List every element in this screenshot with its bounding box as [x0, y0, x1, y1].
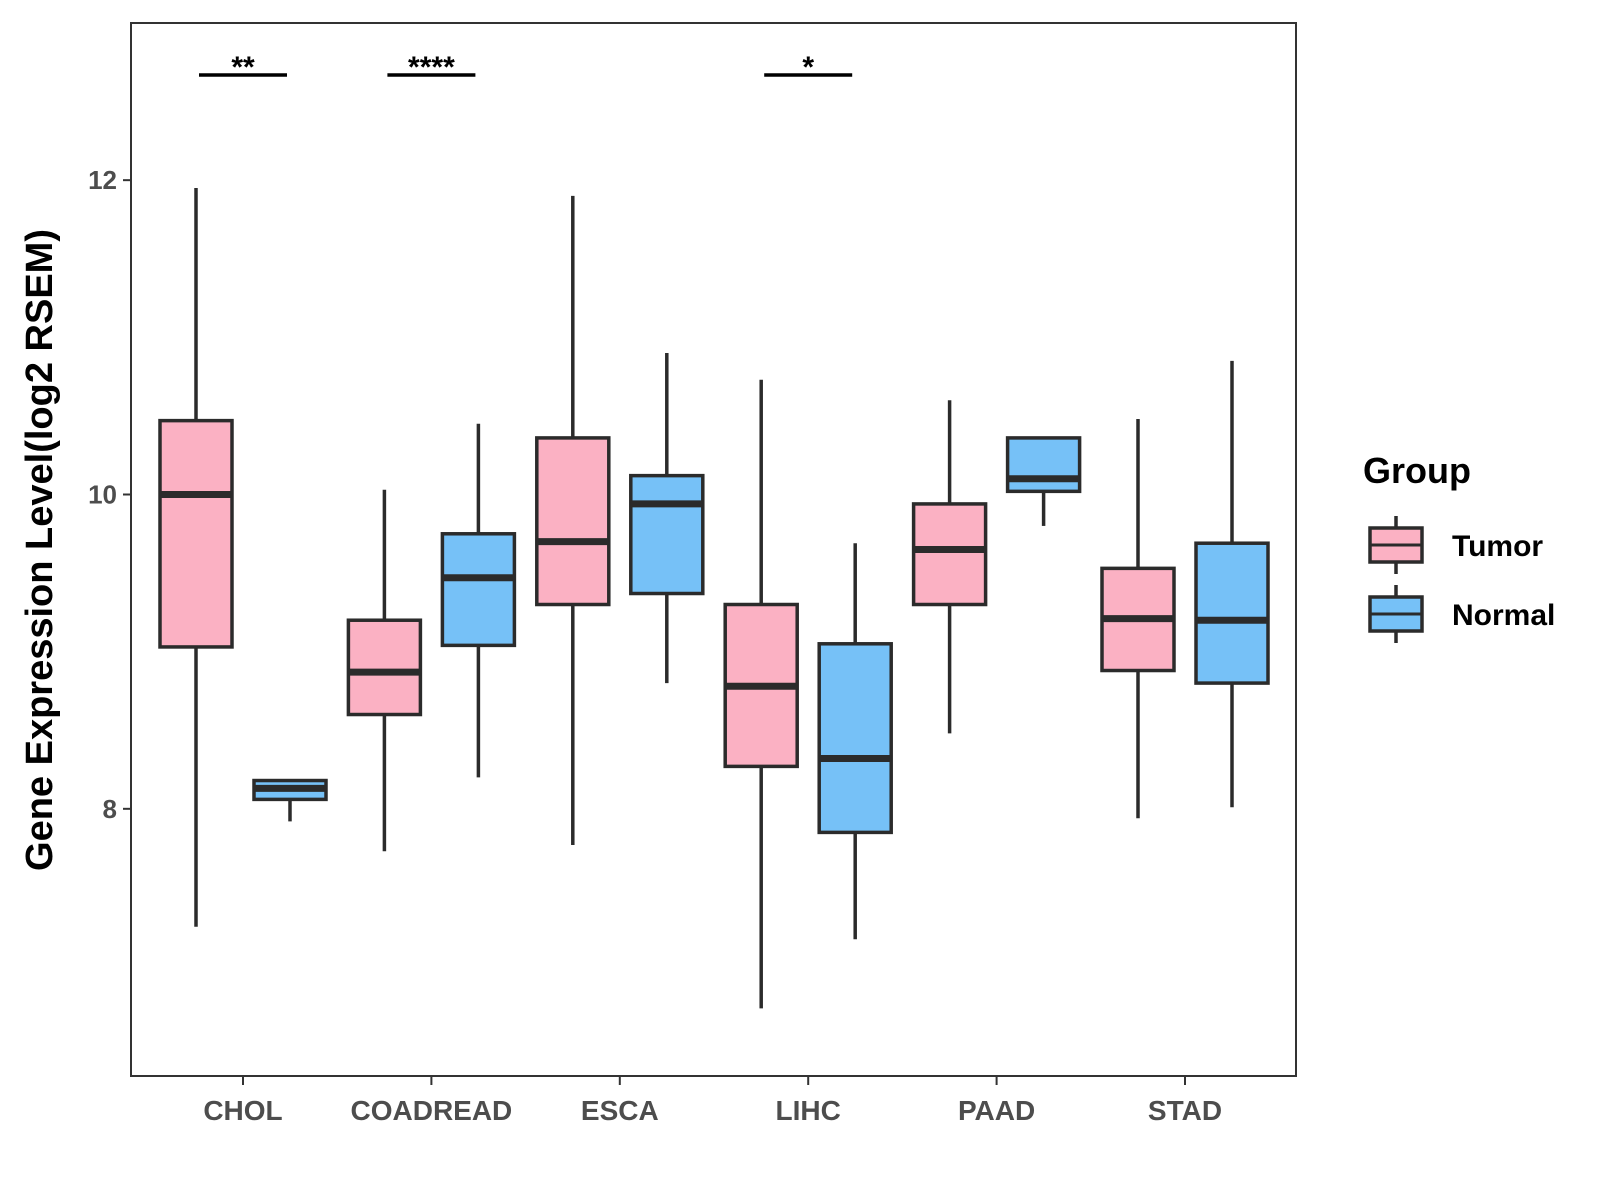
y-axis-ticks: 8 10 12	[88, 165, 131, 824]
box-body	[158, 418, 234, 649]
x-tick-label: CHOL	[203, 1095, 282, 1126]
box-body	[817, 642, 893, 835]
box-tumor-coadread	[346, 489, 423, 852]
box-body	[1194, 541, 1270, 685]
y-tick-label: 8	[103, 794, 117, 824]
box-tumor-chol	[158, 188, 234, 927]
box-normal-stad	[1194, 360, 1270, 808]
legend-entry-label: Normal	[1452, 599, 1555, 632]
box-normal-chol	[252, 778, 328, 822]
significance-label: ****	[408, 51, 455, 84]
legend-title: Group	[1363, 450, 1471, 491]
box-body	[1005, 436, 1082, 494]
box-normal-coadread	[440, 423, 517, 778]
box-body	[346, 618, 423, 717]
legend: Group Tumor Normal	[1363, 450, 1555, 643]
box-tumor-esca	[535, 195, 611, 845]
box-tumor-stad	[1100, 419, 1176, 819]
legend-entry-tumor: Tumor	[1368, 516, 1543, 574]
boxes	[158, 188, 1270, 1009]
x-tick-label: COADREAD	[351, 1095, 513, 1126]
plot-panel-border	[130, 22, 1297, 1077]
box-body	[629, 473, 705, 596]
legend-entry-normal: Normal	[1368, 585, 1555, 643]
significance-label: **	[231, 51, 255, 84]
y-tick-label: 10	[88, 479, 117, 509]
box-normal-paad	[1005, 436, 1082, 526]
x-tick-label: PAAD	[958, 1095, 1035, 1126]
y-axis-label: Gene Expression Level(log2 RSEM)	[19, 229, 61, 871]
box-normal-esca	[629, 353, 705, 684]
box-body	[535, 436, 611, 607]
significance-annotations: ** **** *	[199, 51, 853, 84]
box-normal-lihc	[817, 543, 893, 940]
box-tumor-lihc	[723, 379, 799, 1009]
x-tick-label: LIHC	[776, 1095, 841, 1126]
x-tick-label: ESCA	[581, 1095, 659, 1126]
y-tick-label: 12	[88, 165, 117, 195]
legend-entry-label: Tumor	[1452, 530, 1543, 563]
box-tumor-paad	[911, 400, 988, 734]
significance-label: *	[802, 51, 814, 84]
box-body	[440, 532, 517, 648]
x-tick-label: STAD	[1148, 1095, 1222, 1126]
x-axis-ticks: CHOL COADREAD ESCA LIHC PAAD STAD	[203, 1076, 1222, 1126]
box-body	[911, 502, 988, 607]
